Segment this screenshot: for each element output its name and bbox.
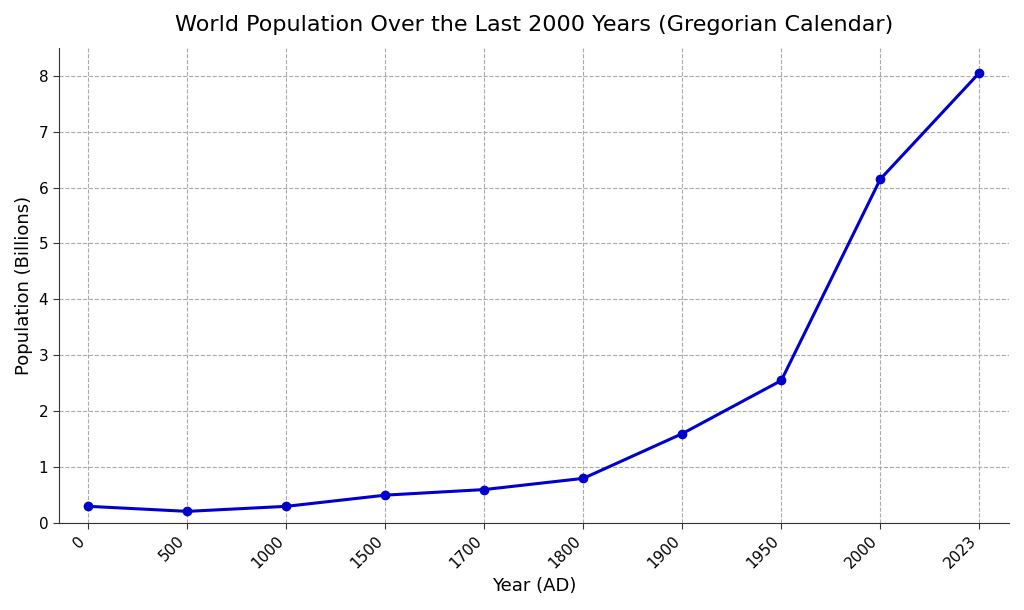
Title: World Population Over the Last 2000 Years (Gregorian Calendar): World Population Over the Last 2000 Year… [175,15,893,35]
Y-axis label: Population (Billions): Population (Billions) [15,196,33,375]
X-axis label: Year (AD): Year (AD) [492,577,577,595]
